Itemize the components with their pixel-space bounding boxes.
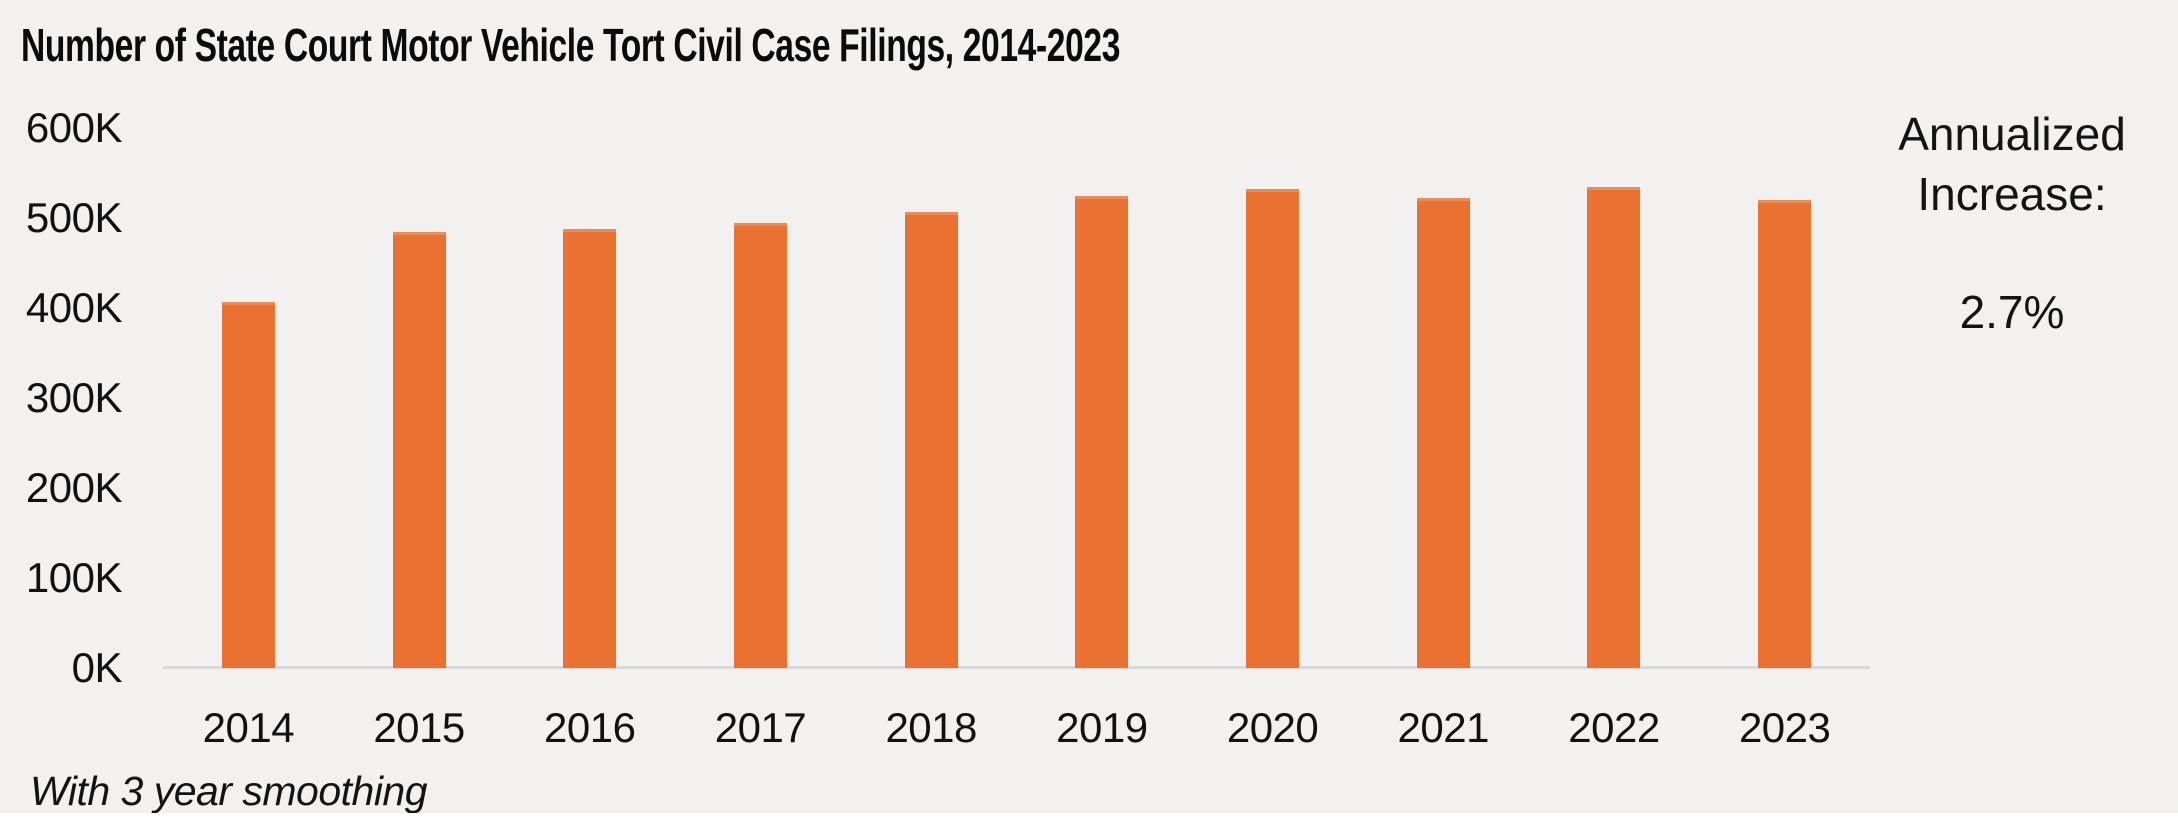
bar-2014	[221, 301, 275, 668]
plot-area: 2014 2015 2016 2017 2018 2019 2020 2021 2022 2023	[163, 128, 1870, 751]
x-axis-label-2021: 2021	[1397, 704, 1490, 751]
annotation-line-2: Increase:	[1917, 168, 2107, 220]
bar-2022	[1587, 187, 1641, 668]
x-axis-label-2023: 2023	[1738, 704, 1831, 751]
bar-slot-2023: 2023	[1699, 128, 1870, 751]
bar-2016	[563, 228, 617, 668]
bar-slot-2020: 2020	[1187, 128, 1358, 751]
annotation-value: 2.7%	[1959, 286, 2065, 338]
y-tick-label-300K: 300K	[25, 374, 123, 421]
bar-2020	[1246, 189, 1300, 668]
x-axis-label-2015: 2015	[373, 704, 465, 751]
y-tick-label-400K: 400K	[25, 284, 123, 331]
bottom-strip	[0, 813, 2178, 825]
annotation-line-1: Annualized	[1898, 108, 2126, 160]
bar-slot-2019: 2019	[1017, 128, 1188, 751]
bar-slot-2018: 2018	[846, 128, 1017, 751]
smoothing-footnote: With 3 year smoothing	[30, 768, 428, 814]
bar-2019	[1075, 196, 1129, 668]
y-tick-label-600K: 600K	[25, 104, 123, 151]
bar-2023	[1758, 200, 1812, 668]
x-axis-label-2016: 2016	[544, 704, 636, 751]
x-axis-label-2018: 2018	[885, 704, 977, 751]
x-axis-label-2020: 2020	[1226, 704, 1319, 751]
y-tick-label-0K: 0K	[71, 644, 123, 691]
bar-2017	[733, 223, 787, 668]
x-axis-label-2014: 2014	[202, 704, 295, 751]
bar-2021	[1416, 198, 1470, 668]
bar-slot-2014: 2014	[163, 128, 334, 751]
bar-slot-2022: 2022	[1529, 128, 1700, 751]
y-axis: 600K 500K 400K 300K 200K 100K 0K	[0, 0, 123, 825]
y-tick-label-500K: 500K	[25, 194, 123, 241]
chart-title: Number of State Court Motor Vehicle Tort…	[21, 19, 1121, 71]
bar-2018	[904, 211, 958, 668]
x-axis-label-2017: 2017	[714, 704, 807, 751]
x-axis-label-2022: 2022	[1568, 704, 1660, 751]
bar-slot-2017: 2017	[675, 128, 846, 751]
y-tick-label-200K: 200K	[25, 464, 123, 511]
x-axis-line	[163, 666, 1870, 669]
bar-slot-2021: 2021	[1358, 128, 1529, 751]
x-axis-label-2019: 2019	[1056, 704, 1148, 751]
bar-slot-2016: 2016	[504, 128, 675, 751]
bar-slot-2015: 2015	[334, 128, 505, 751]
bar-2015	[392, 232, 446, 668]
annualized-increase-annotation: Annualized Increase: 2.7%	[1856, 104, 2168, 342]
y-tick-label-100K: 100K	[25, 554, 123, 601]
